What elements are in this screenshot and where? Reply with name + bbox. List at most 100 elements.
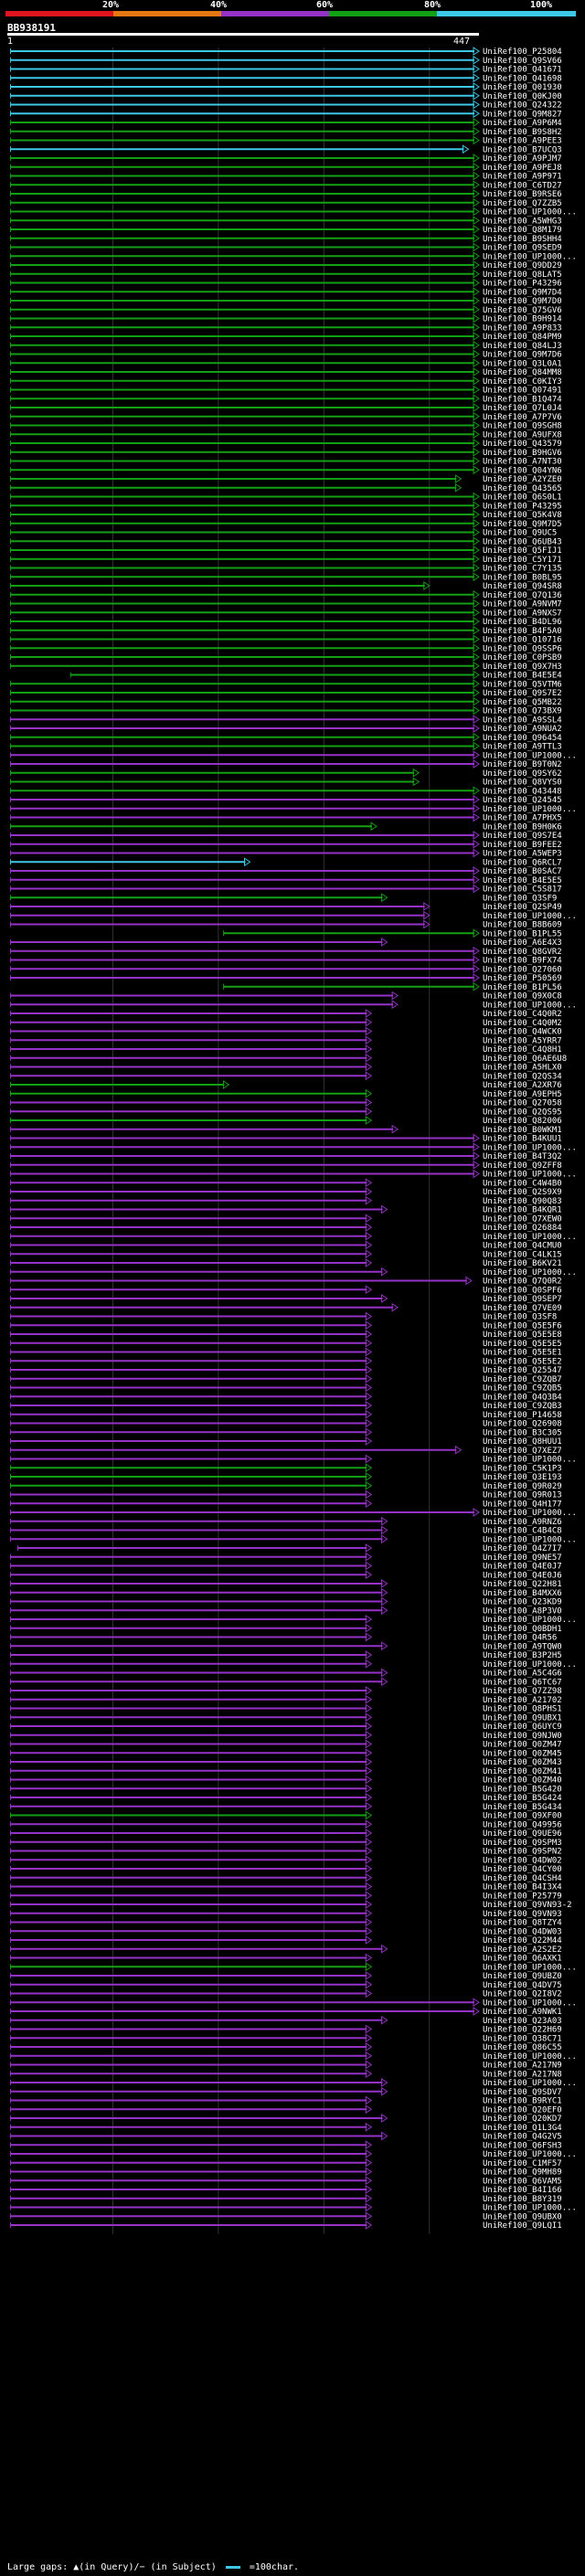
hit-row[interactable]: UniRef100_A9NVM7 bbox=[9, 599, 562, 610]
hit-label[interactable]: UniRef100_A9SSL4 bbox=[483, 716, 562, 725]
hit-row[interactable]: UniRef100_Q4DW03 bbox=[9, 1926, 562, 1936]
hit-label[interactable]: UniRef100_Q73BX9 bbox=[483, 707, 562, 716]
hit-row[interactable]: UniRef100_B9S8H2 bbox=[9, 126, 562, 137]
hit-label[interactable]: UniRef100_Q9SGH8 bbox=[483, 422, 562, 431]
hit-row[interactable]: UniRef100_B4T3Q2 bbox=[9, 1151, 562, 1161]
hit-label[interactable]: UniRef100_C9ZQB3 bbox=[483, 1402, 562, 1411]
hit-row[interactable]: UniRef100_Q23KD9 bbox=[9, 1596, 562, 1607]
hit-row[interactable]: UniRef100_Q10716 bbox=[9, 634, 562, 645]
hit-label[interactable]: UniRef100_B9S8H2 bbox=[483, 128, 562, 137]
hit-label[interactable]: UniRef100_B4F5A0 bbox=[483, 627, 562, 636]
hit-row[interactable]: UniRef100_Q82006 bbox=[9, 1116, 562, 1126]
hit-row[interactable]: UniRef100_C4Q0M2 bbox=[9, 1017, 562, 1028]
hit-row[interactable]: UniRef100_Q2S9X9 bbox=[9, 1187, 562, 1197]
hit-label[interactable]: UniRef100_Q5VTM6 bbox=[483, 680, 562, 689]
hit-label[interactable]: UniRef100_B5G434 bbox=[483, 1803, 562, 1812]
hit-row[interactable]: UniRef100_B9FX74 bbox=[9, 955, 562, 966]
hit-row[interactable]: UniRef100_C5Y171 bbox=[9, 554, 562, 565]
hit-label[interactable]: UniRef100_Q7L0J4 bbox=[483, 404, 562, 413]
hit-label[interactable]: UniRef100_A2YZE0 bbox=[483, 475, 562, 484]
hit-row[interactable]: UniRef100_Q26908 bbox=[9, 1418, 562, 1429]
hit-label[interactable]: UniRef100_Q43448 bbox=[483, 787, 562, 796]
hit-label[interactable]: UniRef100_Q4CY00 bbox=[483, 1865, 562, 1874]
hit-row[interactable]: UniRef100_A9UFX8 bbox=[9, 429, 562, 440]
hit-row[interactable]: UniRef100_A9SSL4 bbox=[9, 715, 562, 725]
hit-row[interactable]: UniRef100_Q01930 bbox=[9, 82, 562, 92]
hit-label[interactable]: UniRef100_B9HGV6 bbox=[483, 449, 562, 458]
hit-label[interactable]: UniRef100_Q84LJ3 bbox=[483, 342, 562, 351]
hit-label[interactable]: UniRef100_Q9SPM3 bbox=[483, 1839, 562, 1848]
hit-row[interactable]: UniRef100_C4Q8H1 bbox=[9, 1044, 562, 1055]
hit-label[interactable]: UniRef100_Q27058 bbox=[483, 1099, 562, 1108]
hit-label[interactable]: UniRef100_Q6UYC9 bbox=[483, 1723, 562, 1732]
hit-label[interactable]: UniRef100_C7Y135 bbox=[483, 565, 562, 574]
hit-row[interactable]: UniRef100_Q6VAM5 bbox=[9, 2176, 562, 2186]
hit-label[interactable]: UniRef100_Q24322 bbox=[483, 101, 562, 111]
hit-row[interactable]: UniRef100_Q86C55 bbox=[9, 2042, 562, 2052]
hit-label[interactable]: UniRef100_UP1000... bbox=[483, 2079, 577, 2088]
hit-label[interactable]: UniRef100_Q22M44 bbox=[483, 1936, 562, 1945]
hit-row[interactable]: UniRef100_B3P2H5 bbox=[9, 1650, 562, 1660]
hit-row[interactable]: UniRef100_Q75GV6 bbox=[9, 304, 562, 315]
hit-label[interactable]: UniRef100_Q2S9X9 bbox=[483, 1188, 562, 1197]
hit-label[interactable]: UniRef100_Q5MB22 bbox=[483, 698, 562, 707]
hit-label[interactable]: UniRef100_Q4R56 bbox=[483, 1634, 557, 1643]
hit-row[interactable]: UniRef100_Q6AE6U8 bbox=[9, 1053, 567, 1064]
hit-label[interactable]: UniRef100_Q01930 bbox=[483, 83, 562, 92]
hit-label[interactable]: UniRef100_UP1000... bbox=[483, 1998, 577, 2008]
hit-row[interactable]: UniRef100_Q7Q136 bbox=[9, 589, 562, 600]
hit-row[interactable]: UniRef100_A7P7V6 bbox=[9, 411, 562, 422]
hit-row[interactable]: UniRef100_Q9ZFF8 bbox=[9, 1160, 562, 1171]
hit-row[interactable]: UniRef100_Q5FIJ1 bbox=[9, 546, 562, 556]
hit-row[interactable]: UniRef100_Q41698 bbox=[9, 73, 562, 83]
hit-row[interactable]: UniRef100_Q4G2V5 bbox=[9, 2131, 562, 2142]
hit-row[interactable]: UniRef100_A5C4G6 bbox=[9, 1668, 562, 1679]
hit-label[interactable]: UniRef100_Q26884 bbox=[483, 1224, 562, 1233]
hit-label[interactable]: UniRef100_B9RSE6 bbox=[483, 190, 562, 199]
hit-row[interactable]: UniRef100_UP1000... bbox=[9, 2051, 577, 2062]
hit-label[interactable]: UniRef100_Q9DD29 bbox=[483, 261, 562, 270]
hit-row[interactable]: UniRef100_A217N8 bbox=[9, 2069, 562, 2079]
hit-row[interactable]: UniRef100_Q6UB43 bbox=[9, 536, 562, 546]
hit-label[interactable]: UniRef100_B4DL96 bbox=[483, 618, 562, 627]
hit-label[interactable]: UniRef100_Q7Q0R2 bbox=[483, 1277, 562, 1287]
hit-row[interactable]: UniRef100_A5YRR7 bbox=[9, 1035, 562, 1045]
hit-row[interactable]: UniRef100_Q43448 bbox=[9, 786, 562, 796]
hit-row[interactable]: UniRef100_Q4Q3B4 bbox=[9, 1392, 562, 1402]
hit-row[interactable]: UniRef100_P43296 bbox=[9, 278, 562, 289]
hit-label[interactable]: UniRef100_Q3E193 bbox=[483, 1473, 562, 1482]
hit-row[interactable]: UniRef100_Q41671 bbox=[9, 64, 562, 75]
hit-row[interactable]: UniRef100_Q9SY62 bbox=[9, 768, 562, 779]
hit-row[interactable]: UniRef100_Q24322 bbox=[9, 100, 562, 111]
hit-label[interactable]: UniRef100_Q4DV75 bbox=[483, 1981, 562, 1990]
hit-row[interactable]: UniRef100_UP1000... bbox=[9, 1267, 577, 1277]
hit-label[interactable]: UniRef100_Q20KD7 bbox=[483, 2115, 562, 2124]
hit-label[interactable]: UniRef100_UP1000... bbox=[483, 1001, 577, 1010]
hit-row[interactable]: UniRef100_A7PHX5 bbox=[9, 812, 562, 823]
hit-label[interactable]: UniRef100_B9T0N2 bbox=[483, 760, 562, 769]
hit-label[interactable]: UniRef100_B4E5E4 bbox=[483, 672, 562, 681]
hit-label[interactable]: UniRef100_Q84PM9 bbox=[483, 333, 562, 342]
hit-label[interactable]: UniRef100_Q4WCK0 bbox=[483, 1028, 562, 1037]
hit-row[interactable]: UniRef100_Q9SPN2 bbox=[9, 1846, 562, 1857]
hit-row[interactable]: UniRef100_Q7L0J4 bbox=[9, 403, 562, 413]
hit-label[interactable]: UniRef100_Q84MM8 bbox=[483, 368, 562, 377]
hit-label[interactable]: UniRef100_B4KUU1 bbox=[483, 1135, 562, 1144]
hit-label[interactable]: UniRef100_Q10716 bbox=[483, 636, 562, 645]
hit-label[interactable]: UniRef100_A2S2E2 bbox=[483, 1945, 562, 1955]
hit-row[interactable]: UniRef100_Q9M7D6 bbox=[9, 349, 562, 360]
hit-row[interactable]: UniRef100_A5WHG3 bbox=[9, 216, 562, 226]
hit-row[interactable]: UniRef100_UP1000... bbox=[9, 1534, 577, 1544]
hit-row[interactable]: UniRef100_C9ZQB3 bbox=[9, 1401, 562, 1411]
hit-row[interactable]: UniRef100_B8B609 bbox=[9, 919, 562, 930]
hit-row[interactable]: UniRef100_Q5K4V8 bbox=[9, 510, 562, 520]
hit-row[interactable]: UniRef100_Q9SV66 bbox=[9, 55, 562, 66]
hit-row[interactable]: UniRef100_C4Q0R2 bbox=[9, 1009, 562, 1019]
hit-row[interactable]: UniRef100_P43295 bbox=[9, 501, 562, 511]
hit-row[interactable]: UniRef100_Q9SGH8 bbox=[9, 420, 562, 431]
hit-label[interactable]: UniRef100_Q24545 bbox=[483, 796, 562, 805]
hit-label[interactable]: UniRef100_Q90Q83 bbox=[483, 1197, 562, 1206]
hit-label[interactable]: UniRef100_Q5E5E1 bbox=[483, 1349, 562, 1358]
hit-row[interactable]: UniRef100_C9ZQB5 bbox=[9, 1383, 562, 1394]
hit-row[interactable]: UniRef100_Q22H81 bbox=[9, 1579, 562, 1589]
